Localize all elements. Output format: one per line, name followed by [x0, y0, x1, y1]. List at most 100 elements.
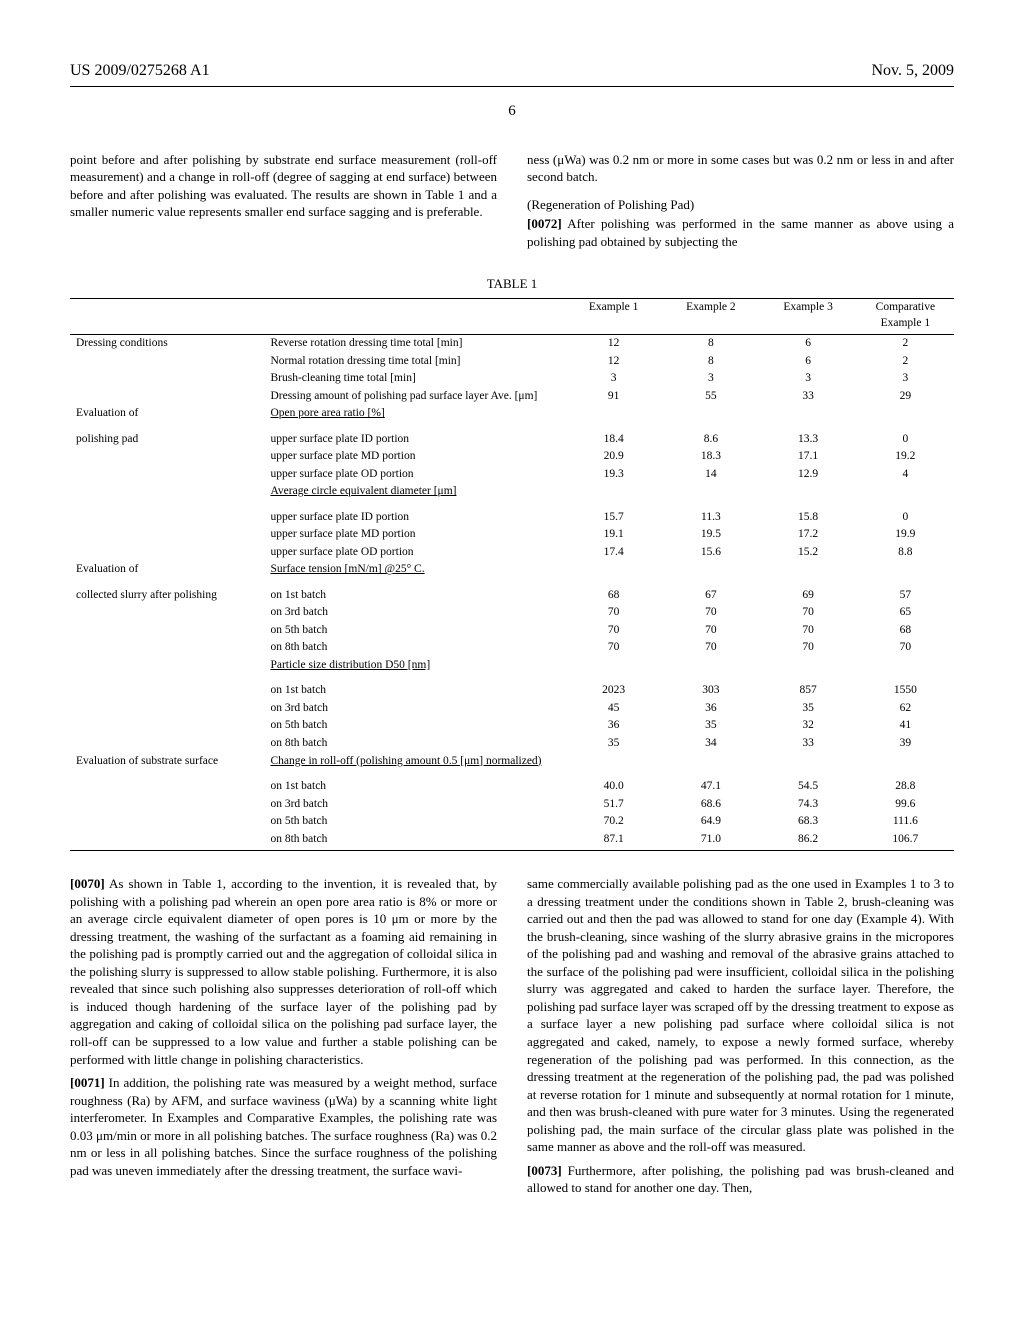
table-cell: 55 — [662, 388, 759, 406]
table-row: polishing padupper surface plate ID port… — [70, 431, 954, 449]
group-label-cell — [70, 778, 264, 796]
table-1: Example 1Example 2Example 3ComparativeEx… — [70, 298, 954, 851]
table-cell: 40.0 — [565, 778, 662, 796]
table-cell: 15.8 — [760, 509, 857, 527]
table-cell: 3 — [565, 370, 662, 388]
top-right-para1: ness (μWa) was 0.2 nm or more in some ca… — [527, 151, 954, 186]
table-row: Particle size distribution D50 [nm] — [70, 657, 954, 675]
group-label-cell — [70, 622, 264, 640]
table-cell: 35 — [662, 717, 759, 735]
top-left-col: point before and after polishing by subs… — [70, 151, 497, 257]
row-label: upper surface plate OD portion — [264, 466, 565, 484]
table-cell: 45 — [565, 700, 662, 718]
patent-date: Nov. 5, 2009 — [871, 60, 954, 82]
table-cell: 70 — [662, 604, 759, 622]
table-cell: 68 — [565, 587, 662, 605]
group-label-cell: collected slurry after polishing — [70, 587, 264, 605]
table-cell: 12.9 — [760, 466, 857, 484]
table-row: Brush-cleaning time total [min]3333 — [70, 370, 954, 388]
table-cell: 70 — [565, 622, 662, 640]
para-num-0070: [0070] — [70, 876, 105, 891]
table-cell: 70 — [662, 639, 759, 657]
table-cell: 70 — [760, 639, 857, 657]
table-cell: 3 — [662, 370, 759, 388]
table-row: on 3rd batch51.768.674.399.6 — [70, 796, 954, 814]
table-cell: 18.3 — [662, 448, 759, 466]
table-cell: 87.1 — [565, 831, 662, 849]
table-row: on 8th batch87.171.086.2106.7 — [70, 831, 954, 849]
table-cell: 67 — [662, 587, 759, 605]
table-cell: 36 — [662, 700, 759, 718]
group-label-cell: Dressing conditions — [70, 335, 264, 353]
table-cell: 15.6 — [662, 544, 759, 562]
table-cell: 15.7 — [565, 509, 662, 527]
col-header-line: Example 2 — [668, 300, 753, 316]
table-cell: 17.2 — [760, 526, 857, 544]
para-num-0073: [0073] — [527, 1163, 562, 1178]
table-row: on 5th batch70.264.968.3111.6 — [70, 813, 954, 831]
para-0070-text: As shown in Table 1, according to the in… — [70, 876, 497, 1066]
table-row: upper surface plate OD portion17.415.615… — [70, 544, 954, 562]
table-cell: 64.9 — [662, 813, 759, 831]
page-header: US 2009/0275268 A1 Nov. 5, 2009 — [70, 60, 954, 82]
table-cell: 0 — [857, 431, 954, 449]
row-label: Reverse rotation dressing time total [mi… — [264, 335, 565, 353]
table-cell: 68.6 — [662, 796, 759, 814]
table-cell: 12 — [565, 353, 662, 371]
table-cell: 70 — [760, 604, 857, 622]
row-label: on 5th batch — [264, 717, 565, 735]
table-cell: 12 — [565, 335, 662, 353]
group-label-cell — [70, 639, 264, 657]
table-cell: 18.4 — [565, 431, 662, 449]
group-label-cell — [70, 388, 264, 406]
table1-col-header: Example 3 — [760, 299, 857, 333]
table-cell: 106.7 — [857, 831, 954, 849]
regen-heading: (Regeneration of Polishing Pad) — [527, 196, 954, 214]
table-cell: 33 — [760, 388, 857, 406]
table-row: Evaluation of substrate surfaceChange in… — [70, 753, 954, 771]
group-label-cell — [70, 448, 264, 466]
row-label: Normal rotation dressing time total [min… — [264, 353, 565, 371]
table-cell: 71.0 — [662, 831, 759, 849]
group-label-cell — [70, 813, 264, 831]
table-cell: 70 — [760, 622, 857, 640]
table-cell: 8.6 — [662, 431, 759, 449]
table-row: upper surface plate MD portion20.918.317… — [70, 448, 954, 466]
table-cell: 41 — [857, 717, 954, 735]
table-cell: 35 — [760, 700, 857, 718]
group-label-cell — [70, 604, 264, 622]
para-0073-text: Furthermore, after polishing, the polish… — [527, 1163, 954, 1196]
row-label: on 1st batch — [264, 682, 565, 700]
table-cell: 99.6 — [857, 796, 954, 814]
table-cell: 14 — [662, 466, 759, 484]
table-cell: 3 — [760, 370, 857, 388]
row-label: on 1st batch — [264, 778, 565, 796]
table-row: on 3rd batch45363562 — [70, 700, 954, 718]
subhead-label: Change in roll-off (polishing amount 0.5… — [264, 753, 565, 771]
group-label-cell — [70, 796, 264, 814]
table-row: on 8th batch35343339 — [70, 735, 954, 753]
table-cell: 15.2 — [760, 544, 857, 562]
row-label: on 8th batch — [264, 831, 565, 849]
para-num-0071: [0071] — [70, 1075, 105, 1090]
table-row: on 8th batch70707070 — [70, 639, 954, 657]
table-cell: 6 — [760, 335, 857, 353]
row-label: on 8th batch — [264, 639, 565, 657]
row-label: on 5th batch — [264, 622, 565, 640]
table-cell: 33 — [760, 735, 857, 753]
subhead-label: Particle size distribution D50 [nm] — [264, 657, 565, 675]
table-cell: 36 — [565, 717, 662, 735]
table-row: Evaluation ofSurface tension [mN/m] @25°… — [70, 561, 954, 579]
top-right-para2: [0072] After polishing was performed in … — [527, 215, 954, 250]
bottom-columns: [0070] As shown in Table 1, according to… — [70, 875, 954, 1203]
row-label: on 3rd batch — [264, 604, 565, 622]
table-cell: 28.8 — [857, 778, 954, 796]
table-row: Dressing conditionsReverse rotation dres… — [70, 335, 954, 353]
table-cell: 11.3 — [662, 509, 759, 527]
page-number: 6 — [70, 101, 954, 121]
table-cell: 1550 — [857, 682, 954, 700]
table-cell: 70.2 — [565, 813, 662, 831]
table-cell: 3 — [857, 370, 954, 388]
table-cell: 29 — [857, 388, 954, 406]
table-cell: 857 — [760, 682, 857, 700]
